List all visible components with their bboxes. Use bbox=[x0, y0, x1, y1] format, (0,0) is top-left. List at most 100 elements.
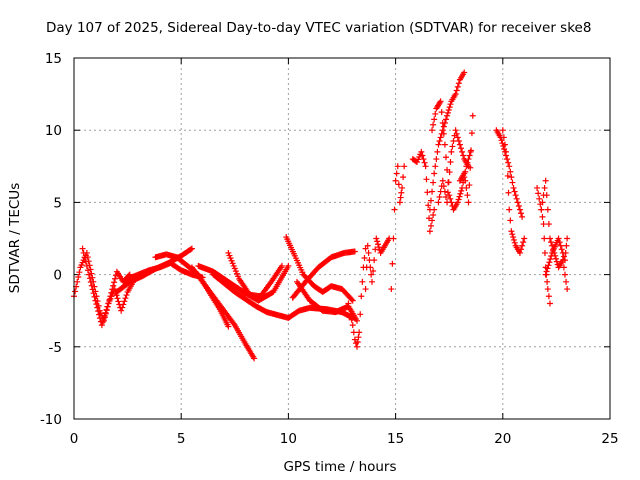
data-point bbox=[543, 192, 550, 199]
data-point bbox=[424, 189, 431, 196]
data-point bbox=[430, 212, 437, 219]
data-point bbox=[519, 242, 526, 249]
data-series-track-k bbox=[289, 248, 358, 301]
data-point bbox=[439, 119, 446, 126]
data-point bbox=[427, 222, 434, 229]
data-point bbox=[225, 323, 232, 330]
data-point bbox=[87, 266, 94, 273]
data-point bbox=[538, 206, 545, 213]
data-point bbox=[456, 193, 463, 200]
data-point bbox=[345, 300, 352, 307]
data-point bbox=[75, 274, 82, 281]
data-point bbox=[442, 116, 449, 123]
data-point bbox=[440, 183, 447, 190]
data-point bbox=[454, 134, 461, 141]
data-point bbox=[557, 242, 564, 249]
data-point bbox=[544, 278, 551, 285]
data-point bbox=[435, 199, 442, 206]
data-point bbox=[445, 179, 452, 186]
data-point bbox=[349, 297, 356, 304]
data-point bbox=[545, 221, 552, 228]
data-series-track-o bbox=[388, 163, 408, 293]
data-point bbox=[540, 221, 547, 228]
data-point bbox=[399, 184, 406, 191]
data-point bbox=[560, 253, 567, 260]
data-point bbox=[390, 235, 397, 242]
data-point bbox=[467, 164, 474, 171]
data-point bbox=[444, 109, 451, 116]
data-point bbox=[521, 235, 528, 242]
y-tick-label: -5 bbox=[49, 340, 62, 356]
y-tick-label: 5 bbox=[53, 195, 62, 211]
data-point bbox=[101, 312, 108, 319]
data-point bbox=[251, 355, 258, 362]
data-point bbox=[354, 338, 361, 345]
data-point bbox=[547, 256, 554, 263]
data-point bbox=[449, 143, 456, 150]
data-point bbox=[367, 264, 374, 271]
data-point bbox=[123, 292, 130, 299]
data-point bbox=[544, 206, 551, 213]
data-point bbox=[88, 282, 95, 289]
data-series-track-q bbox=[426, 69, 468, 213]
x-tick-label: 10 bbox=[280, 431, 297, 447]
data-point bbox=[94, 304, 101, 311]
data-point bbox=[544, 265, 551, 272]
data-point bbox=[120, 301, 127, 308]
data-point bbox=[421, 159, 428, 166]
data-point bbox=[459, 148, 466, 155]
data-point bbox=[86, 275, 93, 282]
data-point bbox=[388, 286, 395, 293]
data-point bbox=[455, 80, 462, 87]
data-point bbox=[375, 241, 382, 248]
data-point bbox=[465, 199, 472, 206]
data-point bbox=[539, 213, 546, 220]
data-point bbox=[115, 298, 122, 305]
data-point bbox=[121, 298, 128, 305]
data-point bbox=[464, 192, 471, 199]
data-point bbox=[453, 130, 460, 137]
data-point bbox=[92, 297, 99, 304]
data-point bbox=[440, 130, 447, 137]
data-point bbox=[507, 217, 514, 224]
data-point bbox=[397, 194, 404, 201]
data-point bbox=[97, 315, 104, 322]
data-point bbox=[516, 249, 523, 256]
data-point bbox=[555, 235, 562, 242]
data-point bbox=[76, 269, 83, 276]
data-point bbox=[436, 138, 443, 145]
data-point bbox=[446, 192, 453, 199]
data-point bbox=[539, 199, 546, 206]
data-point bbox=[370, 267, 377, 274]
data-point bbox=[441, 141, 448, 148]
data-point bbox=[541, 184, 548, 191]
data-point bbox=[430, 121, 437, 128]
data-point bbox=[506, 206, 513, 213]
data-point bbox=[361, 254, 368, 261]
data-point bbox=[81, 254, 88, 261]
data-point bbox=[463, 184, 470, 191]
data-point bbox=[510, 236, 517, 243]
data-point bbox=[453, 87, 460, 94]
data-point bbox=[446, 104, 453, 111]
data-point bbox=[93, 301, 100, 308]
data-point bbox=[455, 196, 462, 203]
x-tick-label: 25 bbox=[601, 431, 618, 447]
data-point bbox=[513, 195, 520, 202]
data-series-track-g bbox=[195, 262, 292, 304]
data-point bbox=[563, 242, 570, 249]
data-point bbox=[520, 239, 527, 246]
data-point bbox=[454, 83, 461, 90]
data-point bbox=[536, 195, 543, 202]
axis-ticks: 0 5 10 15 20 25 -10 -5 0 5 10 15 bbox=[40, 51, 619, 447]
data-point bbox=[511, 188, 518, 195]
data-point bbox=[359, 278, 366, 285]
data-point bbox=[438, 109, 445, 116]
data-point bbox=[457, 190, 464, 197]
data-point bbox=[466, 152, 473, 159]
data-point bbox=[556, 239, 563, 246]
data-point bbox=[371, 257, 378, 264]
data-point bbox=[430, 179, 437, 186]
x-tick-label: 20 bbox=[494, 431, 511, 447]
data-series-track-v bbox=[499, 127, 528, 256]
